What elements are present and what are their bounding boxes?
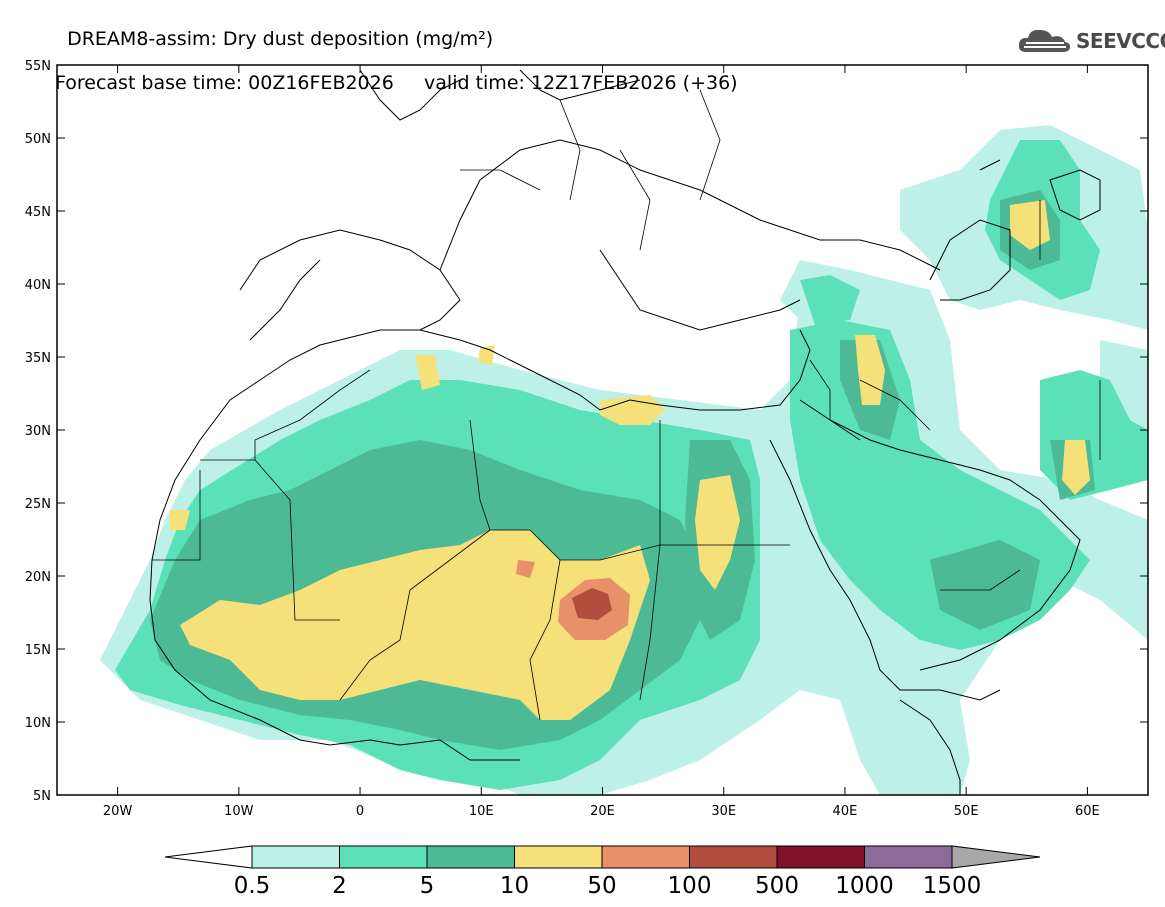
- lat-label: 25N: [25, 497, 51, 512]
- lat-label: 45N: [25, 205, 51, 220]
- colorbar-label: 2: [332, 873, 347, 899]
- lon-label: 10W: [224, 804, 254, 819]
- logo-text: SEEVCCC: [1076, 29, 1165, 53]
- lat-label: 15N: [25, 643, 51, 658]
- lat-label: 50N: [25, 132, 51, 147]
- valid-time-text: valid time: 12Z17FEB2026 (+36): [424, 72, 738, 94]
- lat-label: 30N: [25, 424, 51, 439]
- colorbar-swatch: [339, 845, 428, 869]
- seevccc-logo: SEEVCCC: [1018, 26, 1165, 56]
- colorbar-label: 10: [500, 873, 529, 899]
- colorbar-swatch: [864, 845, 953, 869]
- lat-label: 5N: [33, 789, 51, 804]
- dust-level-100: [572, 588, 612, 620]
- colorbar-label: 0.5: [234, 873, 271, 899]
- colorbar-swatch: [776, 845, 865, 869]
- colorbar-swatch: [689, 845, 778, 869]
- lon-label: 40E: [833, 804, 858, 819]
- latitude-axis: 55N 50N 45N 40N 35N 30N 25N 20N 15N 10N 5N: [25, 59, 1148, 804]
- lon-label: 0: [356, 804, 364, 819]
- lon-label: 50E: [954, 804, 979, 819]
- map-title: DREAM8-assim: Dry dust deposition (mg/m²…: [55, 6, 738, 116]
- lat-label: 55N: [25, 59, 51, 74]
- base-time-text: Forecast base time: 00Z16FEB2026: [55, 72, 394, 94]
- colorbar-label: 5: [420, 873, 435, 899]
- colorbar-label: 1000: [835, 873, 894, 899]
- cloud-logo-icon: [1018, 29, 1071, 52]
- dust-field: [100, 69, 1148, 795]
- colorbar-under-arrow: [164, 845, 253, 869]
- colorbar-label: 50: [587, 873, 616, 899]
- colorbar-swatch: [251, 845, 340, 869]
- longitude-axis: 20W 10W 0 10E 20E 30E 40E 50E 60E: [103, 65, 1100, 819]
- lon-label: 20E: [590, 804, 615, 819]
- colorbar-over-arrow: [951, 845, 1041, 869]
- lon-label: 30E: [711, 804, 736, 819]
- lon-label: 10E: [469, 804, 494, 819]
- lon-label: 20W: [103, 804, 133, 819]
- coastlines: [149, 69, 1101, 795]
- colorbar-swatch: [426, 845, 515, 869]
- colorbar: 0.5 2 5 10 50 100 500 1000 1500: [164, 845, 1041, 899]
- colorbar-swatch: [514, 845, 603, 869]
- title-line-1: DREAM8-assim: Dry dust deposition (mg/m²…: [67, 28, 494, 50]
- colorbar-label: 100: [668, 873, 712, 899]
- lat-label: 40N: [25, 278, 51, 293]
- lat-label: 20N: [25, 570, 51, 585]
- colorbar-label: 500: [755, 873, 799, 899]
- colorbar-label: 1500: [923, 873, 982, 899]
- lat-label: 10N: [25, 716, 51, 731]
- colorbar-swatch: [601, 845, 690, 869]
- country-borders: [152, 89, 1101, 721]
- title-line-2: Forecast base time: 00Z16FEB2026 valid t…: [55, 72, 738, 94]
- lat-label: 35N: [25, 351, 51, 366]
- lon-label: 60E: [1075, 804, 1100, 819]
